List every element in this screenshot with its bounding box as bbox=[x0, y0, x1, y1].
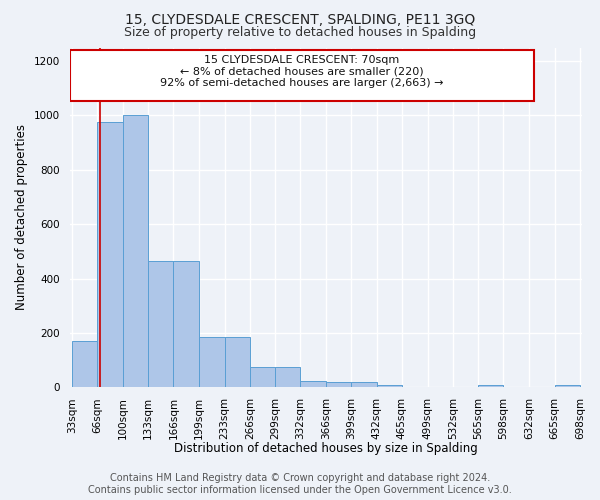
Bar bbox=[250, 367, 275, 388]
FancyBboxPatch shape bbox=[70, 50, 534, 100]
Text: 92% of semi-detached houses are larger (2,663) →: 92% of semi-detached houses are larger (… bbox=[160, 78, 444, 88]
Bar bbox=[377, 384, 402, 388]
Bar bbox=[300, 380, 326, 388]
Bar bbox=[352, 382, 377, 388]
Bar bbox=[199, 337, 224, 388]
Bar bbox=[478, 384, 503, 388]
Text: 15, CLYDESDALE CRESCENT, SPALDING, PE11 3GQ: 15, CLYDESDALE CRESCENT, SPALDING, PE11 … bbox=[125, 12, 475, 26]
Bar bbox=[554, 384, 580, 388]
X-axis label: Distribution of detached houses by size in Spalding: Distribution of detached houses by size … bbox=[174, 442, 478, 455]
Bar bbox=[123, 116, 148, 388]
Bar bbox=[72, 341, 97, 388]
Bar bbox=[224, 337, 250, 388]
Bar bbox=[148, 261, 173, 388]
Text: Size of property relative to detached houses in Spalding: Size of property relative to detached ho… bbox=[124, 26, 476, 39]
Y-axis label: Number of detached properties: Number of detached properties bbox=[15, 124, 28, 310]
Text: ← 8% of detached houses are smaller (220): ← 8% of detached houses are smaller (220… bbox=[181, 67, 424, 77]
Text: Contains HM Land Registry data © Crown copyright and database right 2024.
Contai: Contains HM Land Registry data © Crown c… bbox=[88, 474, 512, 495]
Bar bbox=[275, 367, 300, 388]
Bar bbox=[97, 122, 123, 388]
Text: 15 CLYDESDALE CRESCENT: 70sqm: 15 CLYDESDALE CRESCENT: 70sqm bbox=[205, 54, 400, 64]
Bar bbox=[326, 382, 352, 388]
Bar bbox=[173, 261, 199, 388]
